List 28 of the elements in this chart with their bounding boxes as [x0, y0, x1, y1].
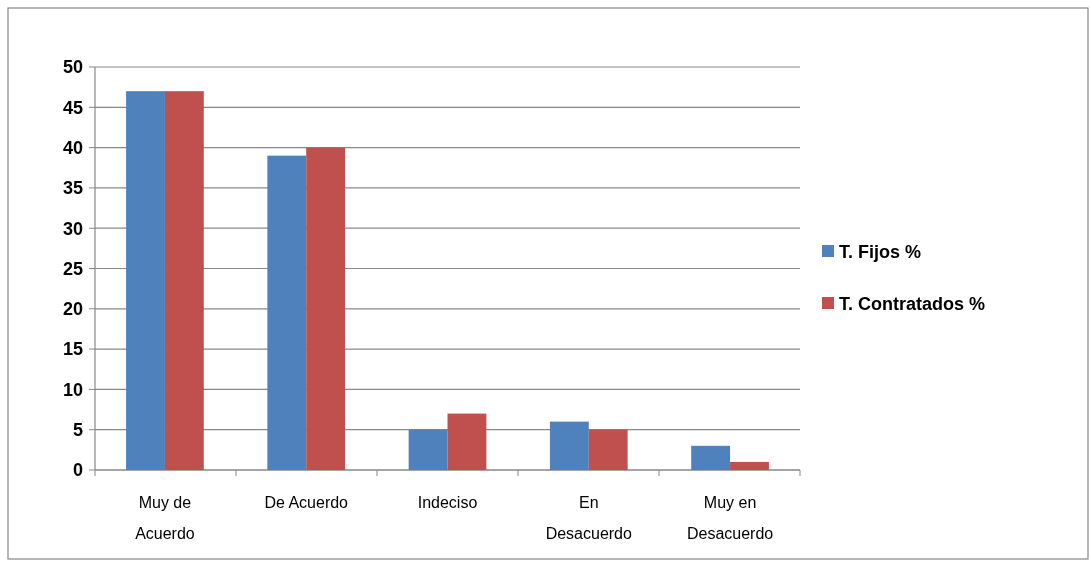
y-tick-label: 45	[62, 97, 83, 118]
bar	[267, 155, 307, 470]
bar	[691, 445, 731, 470]
legend-label: T. Fijos %	[839, 242, 922, 263]
y-tick-label: 50	[62, 57, 83, 78]
bar	[164, 91, 204, 470]
x-tick-label: Muy de Acuerdo	[135, 494, 195, 542]
bar	[730, 461, 769, 470]
y-tick-label: 35	[62, 178, 83, 199]
y-tick-label: 30	[62, 218, 83, 239]
bar	[306, 147, 346, 470]
legend-label: T. Contratados %	[839, 294, 986, 315]
bar	[549, 421, 589, 470]
y-tick-label: 25	[62, 258, 83, 279]
x-tick-label: En Desacuerdo	[545, 494, 633, 542]
x-tick-label: Muy en Desacuerdo	[686, 494, 774, 542]
x-tick-label: De Acuerdo	[264, 494, 349, 511]
y-tick-label: 10	[62, 379, 83, 400]
y-tick-label: 5	[72, 420, 83, 440]
y-tick-label: 0	[72, 460, 83, 481]
bar	[126, 91, 165, 470]
y-tick-label: 20	[62, 299, 83, 320]
bar	[447, 413, 487, 470]
y-tick-label: 15	[62, 339, 83, 360]
y-tick-label: 40	[62, 137, 83, 158]
bar	[588, 429, 628, 470]
x-tick-label: Indeciso	[417, 494, 478, 511]
bar	[408, 429, 448, 470]
